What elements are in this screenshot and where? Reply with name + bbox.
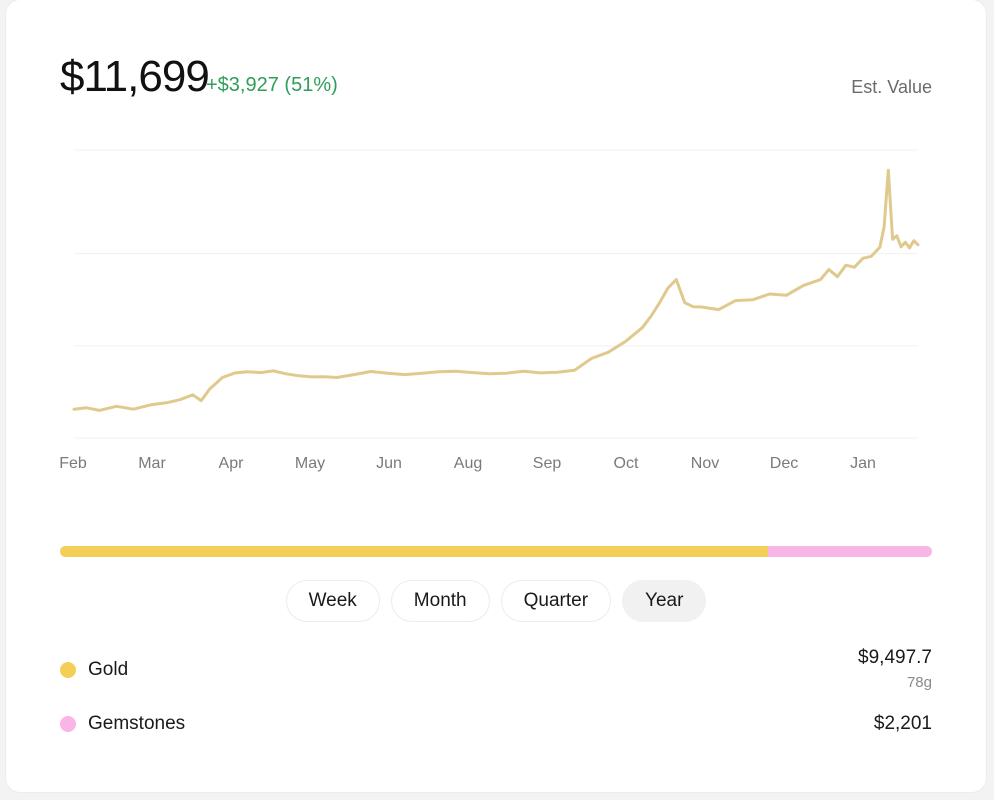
x-tick-label: May <box>295 455 325 472</box>
range-week-button[interactable]: Week <box>285 580 380 622</box>
x-tick-label: Jan <box>850 455 876 472</box>
x-tick-label: Feb <box>59 455 87 472</box>
est-value-label: Est. Value <box>851 77 932 97</box>
legend-gold-weight: 78g <box>906 674 932 691</box>
allocation-bar <box>60 546 932 557</box>
range-year-button[interactable]: Year <box>622 580 707 622</box>
gold-dot-icon <box>60 662 76 678</box>
value-chart: Feb Mar Apr May Jun Aug Sep Oct Nov Dec Jan <box>59 149 920 472</box>
gemstones-dot-icon <box>60 716 76 732</box>
x-tick-label: Oct <box>614 455 639 472</box>
legend-row-gemstones: Gemstones $2,201 <box>60 704 932 744</box>
legend-gemstones-label: Gemstones <box>88 713 186 734</box>
allocation-bar-gold <box>60 546 769 557</box>
total-value: $11,699 <box>60 52 210 101</box>
value-change: +$3,927 (51%) <box>206 74 338 96</box>
range-month-button[interactable]: Month <box>390 580 490 622</box>
x-tick-label: Sep <box>533 455 562 472</box>
portfolio-card: $11,699 +$3,927 (51%) Est. Value Feb Mar A… <box>6 0 986 792</box>
x-tick-label: Aug <box>454 455 482 472</box>
x-tick-label: Mar <box>138 455 166 472</box>
legend-row-gold: Gold $9,497.7 78g <box>60 647 932 691</box>
x-tick-label: Nov <box>691 455 719 472</box>
legend-gold-value: $9,497.7 <box>858 647 932 668</box>
range-quarter-button[interactable]: Quarter <box>500 580 612 622</box>
x-tick-label: Apr <box>219 455 245 472</box>
legend-gold-label: Gold <box>88 659 129 680</box>
value-line <box>72 168 920 412</box>
x-tick-label: Jun <box>376 455 402 472</box>
x-tick-label: Dec <box>770 455 798 472</box>
legend-gemstones-value: $2,201 <box>873 713 932 734</box>
range-selector: Week Month Quarter Year <box>6 580 986 622</box>
